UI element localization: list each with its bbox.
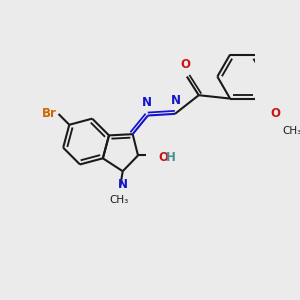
- Text: O: O: [180, 58, 190, 70]
- Text: CH₃: CH₃: [109, 195, 128, 205]
- Text: CH₃: CH₃: [283, 126, 300, 136]
- Text: N: N: [171, 94, 181, 107]
- Text: O: O: [158, 151, 168, 164]
- Text: O: O: [271, 107, 281, 120]
- Text: N: N: [118, 178, 128, 191]
- Text: N: N: [142, 96, 152, 109]
- Text: H: H: [166, 151, 176, 164]
- Text: Br: Br: [42, 107, 57, 121]
